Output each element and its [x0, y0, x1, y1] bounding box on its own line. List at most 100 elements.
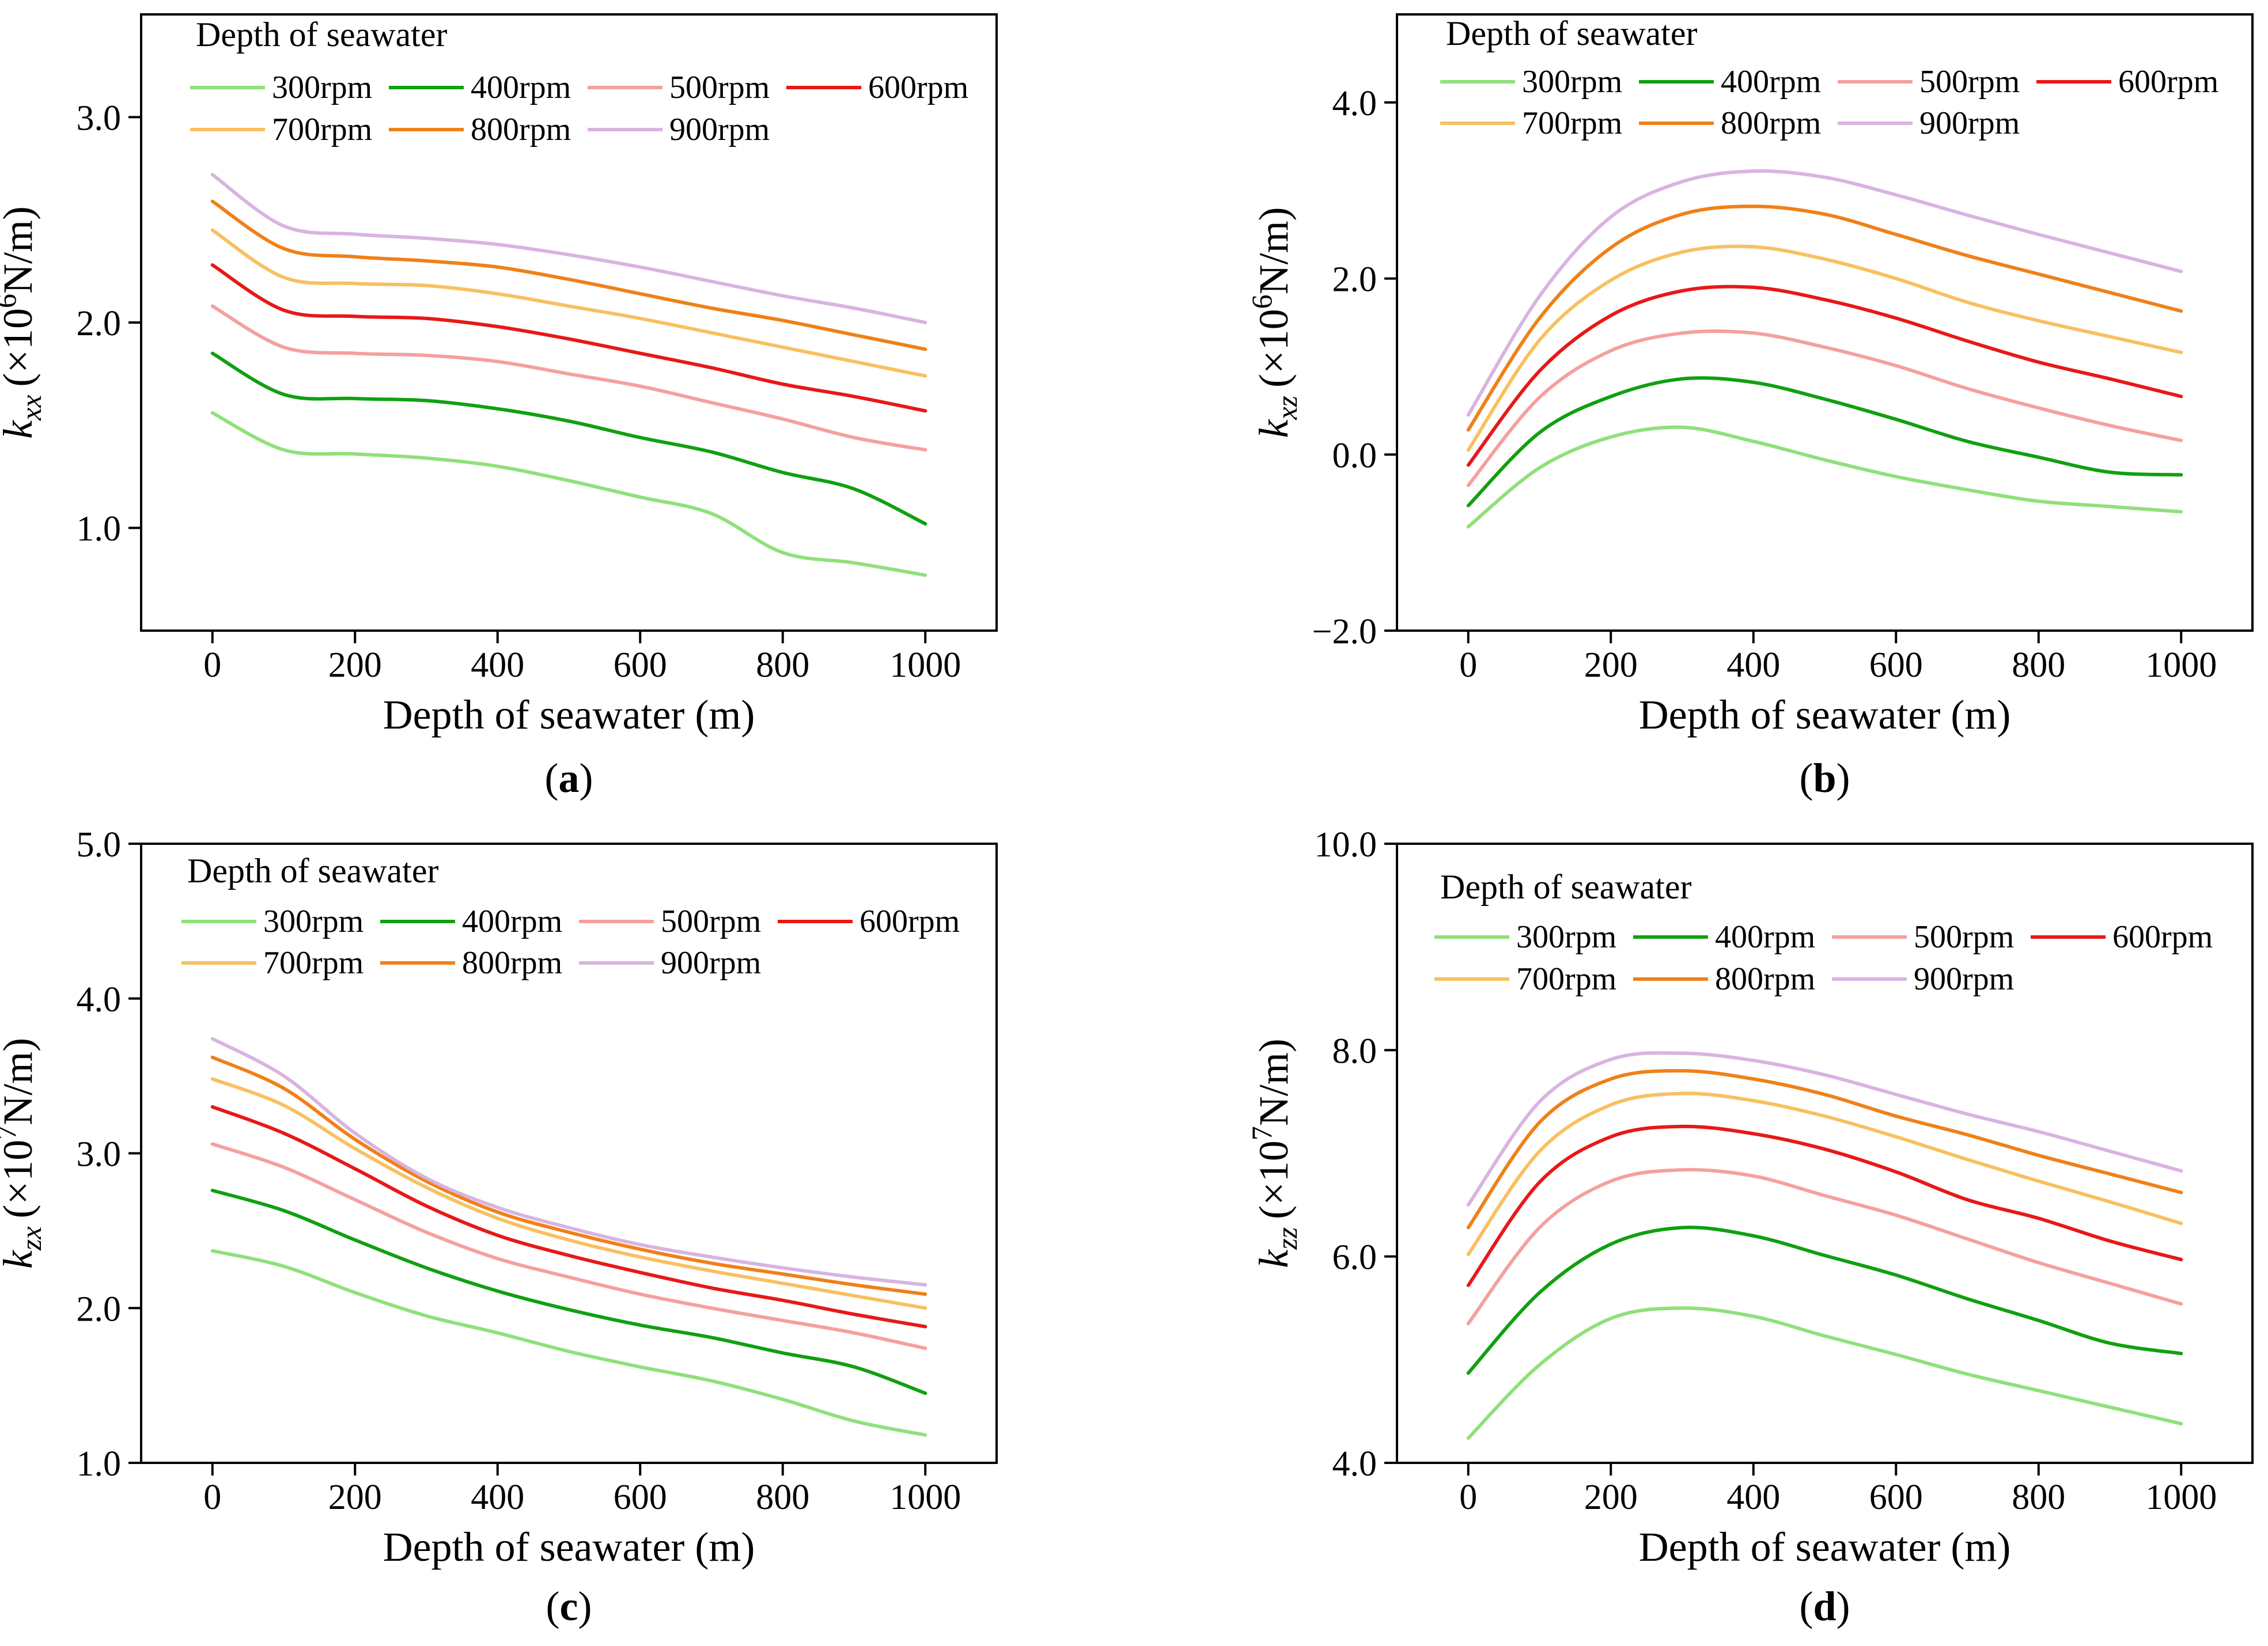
legend-label: 500rpm — [1914, 919, 2014, 955]
legend-label: 400rpm — [1721, 64, 1821, 100]
y-label-symbol: k — [0, 419, 41, 439]
y-label-symbol: k — [1251, 419, 1297, 438]
y-tick-label: 3.0 — [77, 1135, 122, 1174]
x-tick-label: 600 — [1869, 646, 1923, 685]
x-tick-label: 0 — [1459, 646, 1477, 685]
plot-frame — [140, 13, 998, 632]
x-tick-label: 200 — [1584, 646, 1638, 685]
series-line-800rpm — [210, 1055, 927, 1296]
y-label-unit: N/m) — [1251, 1038, 1297, 1126]
x-tick-label: 200 — [1584, 1478, 1638, 1517]
y-tick-label: 2.0 — [77, 1290, 122, 1329]
x-axis-label: Depth of seawater (m) — [1639, 692, 2011, 738]
series-line-500rpm — [210, 1142, 927, 1351]
y-label-subscript: xz — [1271, 396, 1303, 420]
legend-title: Depth of seawater — [1446, 14, 1697, 52]
legend-label: 900rpm — [1914, 961, 2014, 997]
y-tick-label: 6.0 — [1332, 1238, 1377, 1277]
series-line-700rpm — [1466, 1091, 2183, 1257]
legend-label: 700rpm — [272, 112, 372, 147]
legend-label: 900rpm — [669, 112, 770, 147]
legend-label: 700rpm — [1522, 105, 1622, 141]
panel-label: (a) — [545, 755, 593, 801]
series-line-500rpm — [1466, 329, 2183, 487]
legend-label: 300rpm — [272, 70, 372, 105]
y-tick-label: 2.0 — [1332, 260, 1377, 299]
y-axis-label: kzx (×107N/m) — [0, 1038, 47, 1269]
y-label-unit: N/m) — [0, 1038, 41, 1125]
legend-label: 500rpm — [1919, 64, 2020, 100]
legend-label: 300rpm — [263, 904, 364, 939]
series-line-800rpm — [1466, 1069, 2183, 1230]
panel-label: (b) — [1799, 755, 1850, 801]
x-tick-label: 600 — [614, 646, 667, 685]
legend-label: 400rpm — [462, 904, 562, 939]
y-label-unit: N/m) — [1251, 207, 1297, 294]
series-line-900rpm — [1466, 169, 2183, 417]
y-tick-label: 8.0 — [1332, 1031, 1377, 1071]
y-tick-label: 1.0 — [77, 510, 122, 549]
series-line-900rpm — [210, 173, 927, 324]
y-label-subscript: zz — [1271, 1227, 1303, 1250]
series-line-400rpm — [1466, 376, 2183, 507]
legend-label: 500rpm — [661, 904, 761, 939]
legend-label: 600rpm — [860, 904, 960, 939]
legend-label: 800rpm — [471, 112, 571, 147]
y-label-subscript: zx — [15, 1226, 47, 1251]
y-label-exponent: 6 — [1245, 294, 1278, 309]
chart-panel-2: 0 200 400 600 800 1000 −2.0 0.0 2.0 4.0 Depth of s… — [1245, 13, 2254, 801]
y-tick-label: 1.0 — [77, 1444, 122, 1484]
y-label-prefix: (×10 — [0, 1140, 41, 1219]
legend-label: 500rpm — [669, 70, 770, 105]
series-line-700rpm — [210, 1077, 927, 1310]
x-tick-label: 800 — [756, 1478, 809, 1517]
x-tick-label: 400 — [471, 646, 524, 685]
series-line-300rpm — [210, 411, 927, 577]
x-tick-label: 1000 — [889, 646, 961, 685]
y-tick-label: 10.0 — [1315, 825, 1377, 864]
x-tick-label: 400 — [1726, 646, 1780, 685]
legend-title: Depth of seawater — [187, 852, 438, 890]
legend-label: 900rpm — [1919, 105, 2020, 141]
series-line-300rpm — [1466, 425, 2183, 529]
y-tick-label: 0.0 — [1332, 436, 1377, 475]
legend-label: 800rpm — [1715, 961, 1815, 997]
series-line-600rpm — [1466, 285, 2183, 467]
series-line-700rpm — [210, 228, 927, 378]
x-tick-label: 800 — [756, 646, 809, 685]
y-label-prefix: (×10 — [1251, 309, 1297, 388]
x-tick-label: 600 — [614, 1478, 667, 1517]
legend-label: 300rpm — [1522, 64, 1622, 100]
y-tick-label: 5.0 — [77, 825, 122, 864]
panel-label: (d) — [1799, 1583, 1850, 1629]
x-tick-label: 800 — [2012, 1478, 2065, 1517]
series-line-500rpm — [1466, 1167, 2183, 1326]
x-axis-label: Depth of seawater (m) — [383, 1524, 755, 1570]
series-line-600rpm — [210, 263, 927, 413]
x-tick-label: 200 — [328, 1478, 382, 1517]
x-tick-label: 1000 — [2145, 1478, 2217, 1517]
x-tick-label: 200 — [328, 646, 382, 685]
x-tick-label: 0 — [203, 1478, 221, 1517]
legend-label: 300rpm — [1516, 919, 1616, 955]
y-tick-label: 3.0 — [77, 98, 122, 138]
series-line-800rpm — [210, 199, 927, 351]
y-tick-label: 4.0 — [1332, 1444, 1377, 1484]
plot-frame — [1396, 13, 2254, 632]
y-tick-label: 4.0 — [77, 980, 122, 1019]
x-tick-label: 1000 — [889, 1478, 961, 1517]
series-line-600rpm — [1466, 1124, 2183, 1287]
series-line-400rpm — [1466, 1226, 2183, 1375]
x-tick-label: 400 — [471, 1478, 524, 1517]
x-tick-label: 800 — [2012, 646, 2065, 685]
series-line-400rpm — [210, 1189, 927, 1395]
plot-frame — [1396, 843, 2254, 1464]
legend-label: 700rpm — [263, 945, 364, 981]
panel-label: (c) — [546, 1583, 592, 1629]
series-line-700rpm — [1466, 244, 2183, 452]
x-tick-label: 0 — [203, 646, 221, 685]
x-axis-label: Depth of seawater (m) — [383, 692, 755, 738]
series-line-800rpm — [1466, 204, 2183, 432]
series-line-500rpm — [210, 304, 927, 452]
